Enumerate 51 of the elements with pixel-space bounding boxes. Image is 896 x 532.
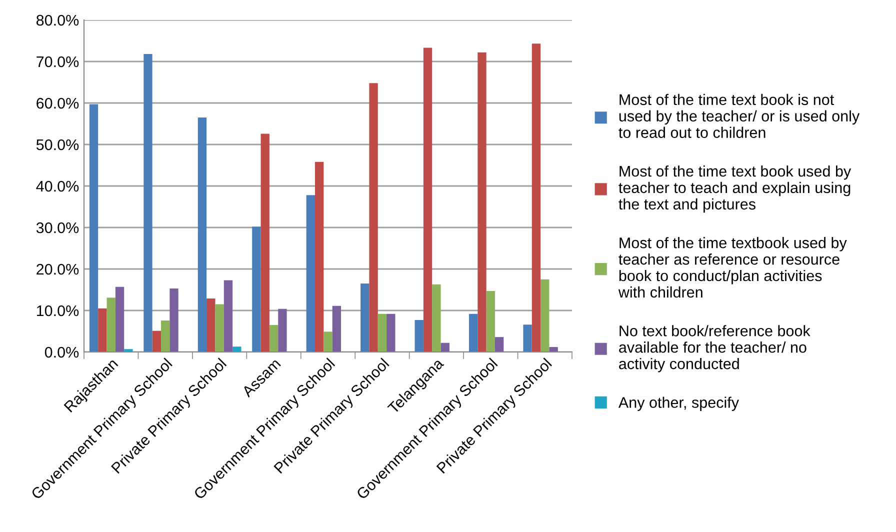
legend-label: Most of the time text book used by teacher to teach and explain using the text and pictures bbox=[618, 165, 852, 213]
y-tick-label: 80.0% bbox=[36, 14, 79, 26]
legend-label: Any other, specify bbox=[618, 396, 739, 411]
bar bbox=[224, 280, 233, 352]
bar bbox=[170, 288, 178, 352]
bar bbox=[160, 320, 170, 352]
bar bbox=[423, 48, 432, 352]
bar bbox=[89, 104, 98, 352]
bar bbox=[98, 308, 107, 352]
bar bbox=[549, 347, 558, 352]
bar bbox=[378, 314, 387, 352]
bar bbox=[232, 346, 242, 352]
bar bbox=[440, 342, 450, 352]
bar bbox=[215, 304, 224, 352]
bar bbox=[486, 290, 496, 352]
bar bbox=[206, 298, 216, 352]
bar bbox=[386, 314, 396, 352]
bar bbox=[369, 83, 378, 352]
y-tick-label: 20.0% bbox=[36, 264, 79, 275]
y-tick-label: 10.0% bbox=[36, 305, 79, 316]
y-tick-label: 0.0% bbox=[44, 346, 79, 358]
bar bbox=[540, 279, 550, 352]
bar bbox=[495, 337, 504, 352]
y-tick-label: 40.0% bbox=[36, 180, 79, 192]
bar bbox=[414, 320, 424, 352]
y-tick-label: 60.0% bbox=[36, 98, 79, 109]
bar bbox=[115, 286, 124, 352]
bar bbox=[332, 306, 342, 352]
bar bbox=[269, 325, 278, 352]
legend-label: No text book/reference book available for the teacher/ no activity conducted bbox=[619, 325, 810, 372]
bar bbox=[260, 134, 270, 352]
bar bbox=[198, 118, 207, 352]
y-tick-label: 30.0% bbox=[36, 222, 79, 234]
legend-label: Most of the time textbook used by teacher as reference or resource book to conduct/plan activities with children bbox=[618, 237, 847, 298]
bar bbox=[278, 308, 287, 352]
bar bbox=[360, 284, 370, 352]
bar bbox=[152, 330, 161, 352]
bar bbox=[252, 226, 261, 352]
bar bbox=[468, 314, 478, 352]
y-tick-label: 50.0% bbox=[36, 139, 79, 150]
bar bbox=[523, 324, 532, 352]
bar bbox=[324, 332, 332, 352]
bar bbox=[432, 284, 441, 352]
y-tick-label: 70.0% bbox=[36, 56, 79, 68]
bar bbox=[314, 162, 324, 352]
bar bbox=[306, 195, 315, 352]
bar bbox=[532, 44, 541, 352]
bar bbox=[478, 52, 486, 352]
legend-label: Most of the time text book is not used by the teacher/ or is used only to read out to children bbox=[618, 94, 860, 138]
bar bbox=[144, 54, 152, 352]
bar bbox=[106, 298, 116, 352]
